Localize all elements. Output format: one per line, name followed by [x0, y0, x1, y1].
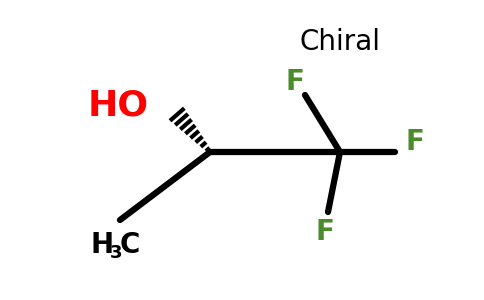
Text: F: F [406, 128, 424, 156]
Text: HO: HO [88, 88, 149, 122]
Text: Chiral: Chiral [300, 28, 380, 56]
Text: 3: 3 [110, 244, 122, 262]
Text: F: F [286, 68, 304, 96]
Text: H: H [91, 231, 114, 259]
Text: C: C [120, 231, 140, 259]
Text: F: F [316, 218, 334, 246]
